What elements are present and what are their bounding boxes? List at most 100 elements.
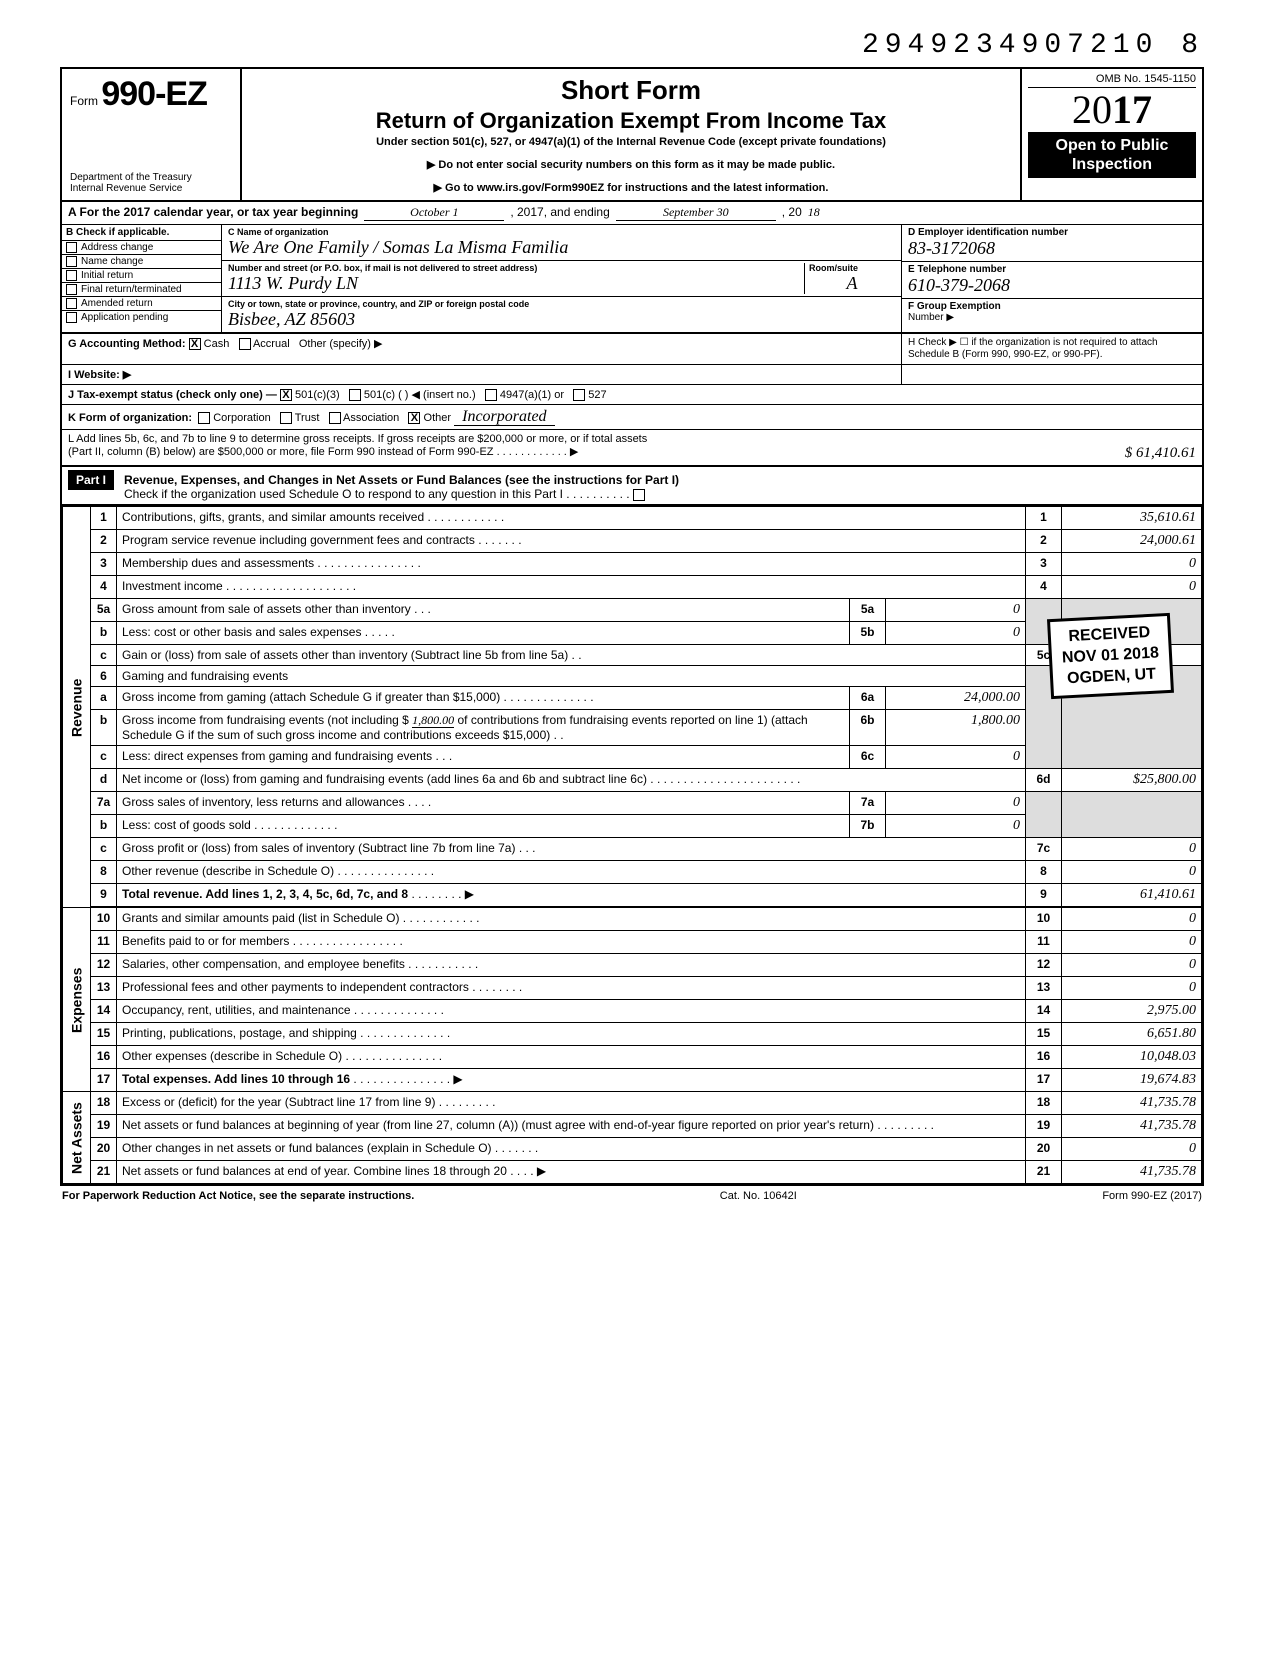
ln-14: 14 <box>91 1000 117 1023</box>
ln-3: 3 <box>91 553 117 576</box>
desc-5c: Gain or (loss) from sale of assets other… <box>122 648 568 662</box>
dept-irs: Internal Revenue Service <box>70 183 232 194</box>
group-exempt-label: F Group Exemption <box>908 301 1001 312</box>
page-footer: For Paperwork Reduction Act Notice, see … <box>60 1186 1204 1206</box>
chk-corp[interactable] <box>198 412 210 424</box>
chk-schedule-o[interactable] <box>633 489 645 501</box>
chk-501c3[interactable]: X <box>280 389 292 401</box>
amt-6d[interactable]: $25,800.00 <box>1062 769 1202 792</box>
row-g-accounting: G Accounting Method: X Cash Accrual Othe… <box>62 334 1202 365</box>
val-6c[interactable]: 0 <box>886 746 1026 769</box>
amt-11[interactable]: 0 <box>1062 931 1202 954</box>
group-exempt-label2: Number ▶ <box>908 312 954 323</box>
amt-15[interactable]: 6,651.80 <box>1062 1023 1202 1046</box>
val-5b[interactable]: 0 <box>886 622 1026 645</box>
room-label: Room/suite <box>809 263 895 273</box>
l-line2: (Part II, column (B) below) are $500,000… <box>68 446 494 458</box>
val-7b[interactable]: 0 <box>886 815 1026 838</box>
chk-address-change[interactable] <box>66 242 77 253</box>
amt-19[interactable]: 41,735.78 <box>1062 1115 1202 1138</box>
row-i-website: I Website: ▶ <box>62 365 1202 385</box>
row-a-tax-year: A For the 2017 calendar year, or tax yea… <box>62 202 1202 225</box>
part-1-table: Revenue 1 Contributions, gifts, grants, … <box>62 506 1202 1184</box>
org-address[interactable]: 1113 W. Purdy LN <box>228 273 800 294</box>
org-room[interactable]: A <box>809 273 895 294</box>
amt-18[interactable]: 41,735.78 <box>1062 1092 1202 1115</box>
tax-year-end-yr[interactable]: 18 <box>808 205 820 220</box>
part-1-table-wrap: RECEIVED NOV 01 2018 OGDEN, UT Revenue 1… <box>62 506 1202 1184</box>
amt-2[interactable]: 24,000.61 <box>1062 530 1202 553</box>
ln-5a: 5a <box>91 599 117 622</box>
amt-7c[interactable]: 0 <box>1062 838 1202 861</box>
col-13: 13 <box>1026 977 1062 1000</box>
amt-3[interactable]: 0 <box>1062 553 1202 576</box>
chk-trust[interactable] <box>280 412 292 424</box>
col-b-checkboxes: B Check if applicable. Address change Na… <box>62 225 222 332</box>
chk-other-org[interactable]: X <box>408 412 420 424</box>
chk-4947[interactable] <box>485 389 497 401</box>
chk-527[interactable] <box>573 389 585 401</box>
row-a-prefix: A For the 2017 calendar year, or tax yea… <box>68 205 358 219</box>
dln-number: 2949234907210 8 <box>60 30 1204 61</box>
ln-9: 9 <box>91 884 117 907</box>
val-6a[interactable]: 24,000.00 <box>886 687 1026 710</box>
val-5a[interactable]: 0 <box>886 599 1026 622</box>
amt-14[interactable]: 2,975.00 <box>1062 1000 1202 1023</box>
amt-13[interactable]: 0 <box>1062 977 1202 1000</box>
amt-8[interactable]: 0 <box>1062 861 1202 884</box>
amt-4[interactable]: 0 <box>1062 576 1202 599</box>
chk-accrual[interactable] <box>239 338 251 350</box>
amt-20[interactable]: 0 <box>1062 1138 1202 1161</box>
amt-10[interactable]: 0 <box>1062 908 1202 931</box>
ein-value[interactable]: 83-3172068 <box>908 238 1196 259</box>
desc-13: Professional fees and other payments to … <box>122 980 469 994</box>
amt-17[interactable]: 19,674.83 <box>1062 1069 1202 1092</box>
lbl-501c3: 501(c)(3) <box>295 389 340 401</box>
col-10: 10 <box>1026 908 1062 931</box>
lbl-app-pending: Application pending <box>81 312 168 323</box>
chk-initial-return[interactable] <box>66 270 77 281</box>
chk-final-return[interactable] <box>66 284 77 295</box>
website-label: I Website: ▶ <box>68 369 131 381</box>
amt-12[interactable]: 0 <box>1062 954 1202 977</box>
header-left: Form 990-EZ Department of the Treasury I… <box>62 69 242 200</box>
tax-year-begin[interactable]: October 1 <box>364 205 504 221</box>
side-expenses: Expenses <box>63 908 91 1092</box>
amt-1[interactable]: 35,610.61 <box>1062 507 1202 530</box>
val-6b[interactable]: 1,800.00 <box>886 710 1026 746</box>
tax-year-end[interactable]: September 30 <box>616 205 776 221</box>
g-label: G Accounting Method: <box>68 338 186 350</box>
org-name[interactable]: We Are One Family / Somas La Misma Famil… <box>228 237 895 258</box>
tel-value[interactable]: 610-379-2068 <box>908 275 1196 296</box>
chk-app-pending[interactable] <box>66 312 77 323</box>
chk-501c[interactable] <box>349 389 361 401</box>
lbl-501c: 501(c) ( ) ◀ (insert no.) <box>364 389 476 401</box>
amt-21[interactable]: 41,735.78 <box>1062 1161 1202 1184</box>
desc-11: Benefits paid to or for members <box>122 934 289 948</box>
desc-6: Gaming and fundraising events <box>122 669 288 683</box>
val-7a[interactable]: 0 <box>886 792 1026 815</box>
ln-15: 15 <box>91 1023 117 1046</box>
ln-11: 11 <box>91 931 117 954</box>
lbl-cash: Cash <box>204 338 230 350</box>
col-6d: 6d <box>1026 769 1062 792</box>
chk-assoc[interactable] <box>329 412 341 424</box>
desc-17: Total expenses. Add lines 10 through 16 <box>122 1072 350 1086</box>
val-6b-contrib[interactable]: 1,800.00 <box>412 713 454 728</box>
col-16: 16 <box>1026 1046 1062 1069</box>
dept-treasury: Department of the Treasury <box>70 172 232 183</box>
org-city[interactable]: Bisbee, AZ 85603 <box>228 309 895 330</box>
amt-16[interactable]: 10,048.03 <box>1062 1046 1202 1069</box>
chk-amended[interactable] <box>66 298 77 309</box>
l-value[interactable]: $ 61,410.61 <box>1125 445 1196 462</box>
chk-cash[interactable]: X <box>189 338 201 350</box>
other-org-value[interactable]: Incorporated <box>454 408 554 426</box>
amt-9[interactable]: 61,410.61 <box>1062 884 1202 907</box>
lbl-address-change: Address change <box>81 242 153 253</box>
h-check-info: H Check ▶ ☐ if the organization is not r… <box>902 334 1202 364</box>
lbl-name-change: Name change <box>81 256 143 267</box>
chk-name-change[interactable] <box>66 256 77 267</box>
stamp-location: OGDEN, UT <box>1063 664 1161 690</box>
box-7a: 7a <box>850 792 886 815</box>
box-5a: 5a <box>850 599 886 622</box>
